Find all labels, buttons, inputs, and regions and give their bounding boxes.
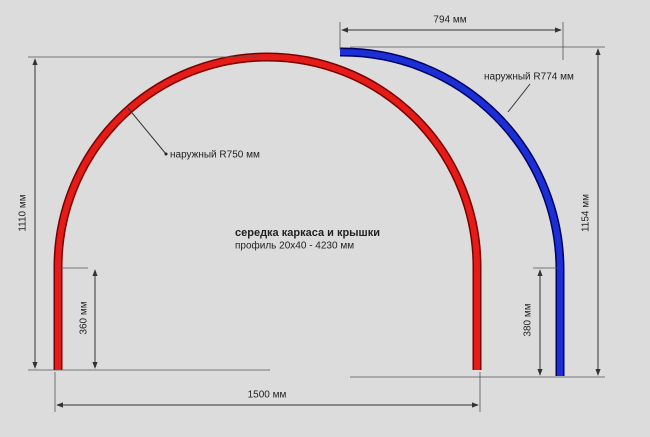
- red-arch: [55, 54, 480, 370]
- caption-subtitle: профиль 20х40 - 4230 мм: [235, 240, 354, 252]
- dimension-lines: [32, 27, 601, 408]
- annotation: наружный R774 мм: [484, 72, 574, 83]
- dimension-label: 1500 мм: [248, 390, 287, 401]
- leader-dot: [164, 152, 168, 156]
- caption-title: середка каркаса и крышки: [235, 227, 380, 239]
- dimension-label: 794 мм: [433, 15, 466, 26]
- dimension-label: 1110 мм: [18, 194, 29, 231]
- annotation: наружный R750 мм: [170, 150, 260, 161]
- dimension-label: 380 мм: [523, 303, 534, 336]
- extension-lines: [28, 22, 605, 412]
- leader-red: [127, 107, 167, 155]
- dimension-label: 1154 мм: [581, 194, 592, 232]
- leader-blue: [507, 83, 531, 113]
- dimension-label: 360 мм: [79, 301, 90, 334]
- blue-arc: [340, 49, 563, 376]
